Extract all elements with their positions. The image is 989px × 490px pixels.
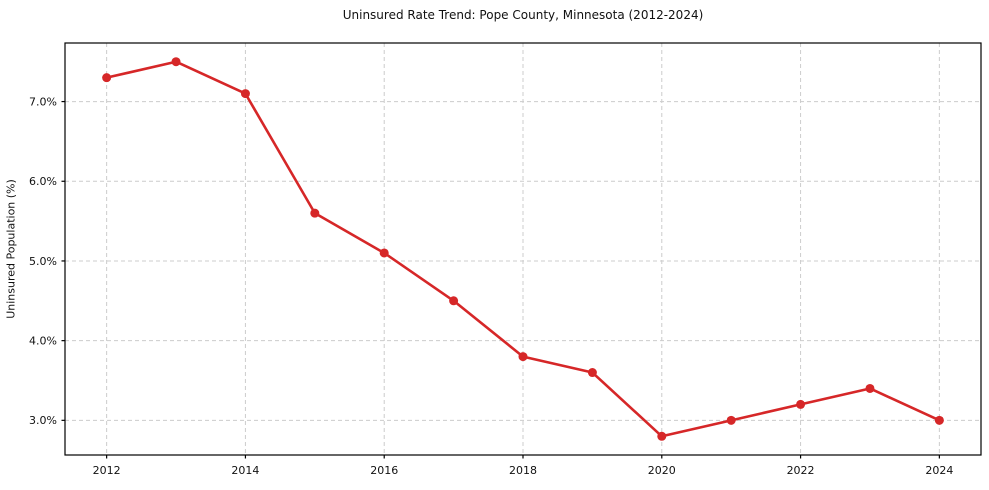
data-point-marker <box>310 208 320 218</box>
x-tick-label: 2014 <box>231 464 259 477</box>
x-tick-label: 2012 <box>93 464 121 477</box>
data-point-marker <box>171 57 181 67</box>
data-point-marker <box>796 399 806 409</box>
data-point-marker <box>865 383 875 393</box>
data-point-marker <box>726 415 736 425</box>
data-point-marker <box>934 415 944 425</box>
x-tick-label: 2016 <box>370 464 398 477</box>
x-tick-label: 2018 <box>509 464 537 477</box>
data-point-marker <box>587 368 597 378</box>
data-point-marker <box>102 73 112 83</box>
data-point-marker <box>657 431 667 441</box>
y-tick-label: 6.0% <box>29 175 57 188</box>
data-point-marker <box>518 352 528 362</box>
y-tick-label: 7.0% <box>29 95 57 108</box>
chart-title: Uninsured Rate Trend: Pope County, Minne… <box>342 8 704 22</box>
x-tick-label: 2020 <box>648 464 676 477</box>
x-tick-label: 2022 <box>787 464 815 477</box>
y-tick-label: 4.0% <box>29 334 57 347</box>
x-tick-label: 2024 <box>925 464 953 477</box>
y-tick-label: 3.0% <box>29 414 57 427</box>
data-point-marker <box>449 296 459 306</box>
y-tick-label: 5.0% <box>29 255 57 268</box>
data-point-marker <box>240 89 250 99</box>
data-point-marker <box>379 248 389 258</box>
